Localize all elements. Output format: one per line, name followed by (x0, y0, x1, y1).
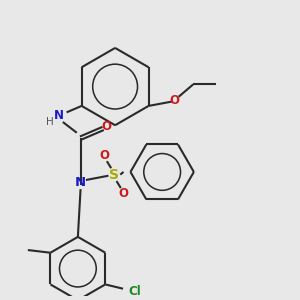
Text: O: O (169, 94, 179, 107)
Text: H: H (46, 117, 53, 127)
Text: S: S (109, 168, 119, 182)
Text: N: N (54, 109, 64, 122)
Text: O: O (99, 149, 109, 162)
Text: O: O (118, 187, 128, 200)
Text: N: N (75, 176, 86, 189)
Text: Cl: Cl (128, 285, 141, 298)
Text: O: O (102, 120, 112, 133)
